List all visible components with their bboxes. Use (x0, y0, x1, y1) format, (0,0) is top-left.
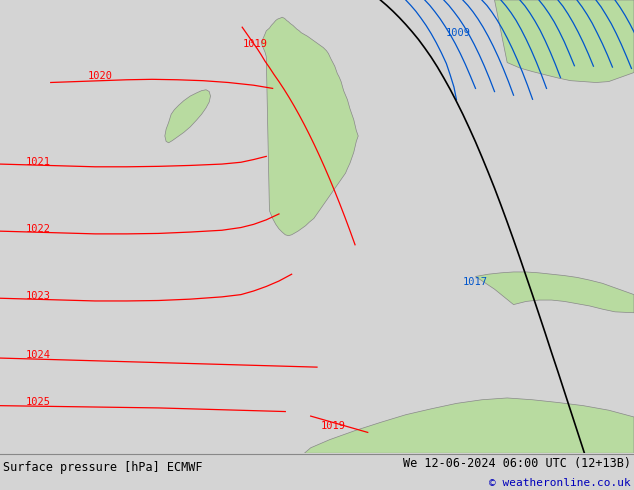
Text: Surface pressure [hPa] ECMWF: Surface pressure [hPa] ECMWF (3, 462, 203, 474)
Text: 1019: 1019 (242, 39, 268, 49)
Text: We 12-06-2024 06:00 UTC (12+13B): We 12-06-2024 06:00 UTC (12+13B) (403, 457, 631, 470)
Polygon shape (165, 90, 210, 143)
Text: 1009: 1009 (445, 27, 470, 38)
Text: 1023: 1023 (25, 291, 51, 300)
Polygon shape (495, 0, 634, 82)
Text: 1022: 1022 (25, 224, 51, 234)
Text: 1024: 1024 (25, 350, 51, 360)
Text: 1019: 1019 (320, 421, 346, 431)
Text: 1021: 1021 (25, 157, 51, 167)
Text: © weatheronline.co.uk: © weatheronline.co.uk (489, 478, 631, 489)
Text: 1025: 1025 (25, 397, 51, 408)
Text: 1020: 1020 (87, 71, 113, 81)
Polygon shape (476, 272, 634, 313)
Polygon shape (304, 398, 634, 453)
Text: 1017: 1017 (463, 277, 488, 287)
Polygon shape (261, 17, 358, 236)
